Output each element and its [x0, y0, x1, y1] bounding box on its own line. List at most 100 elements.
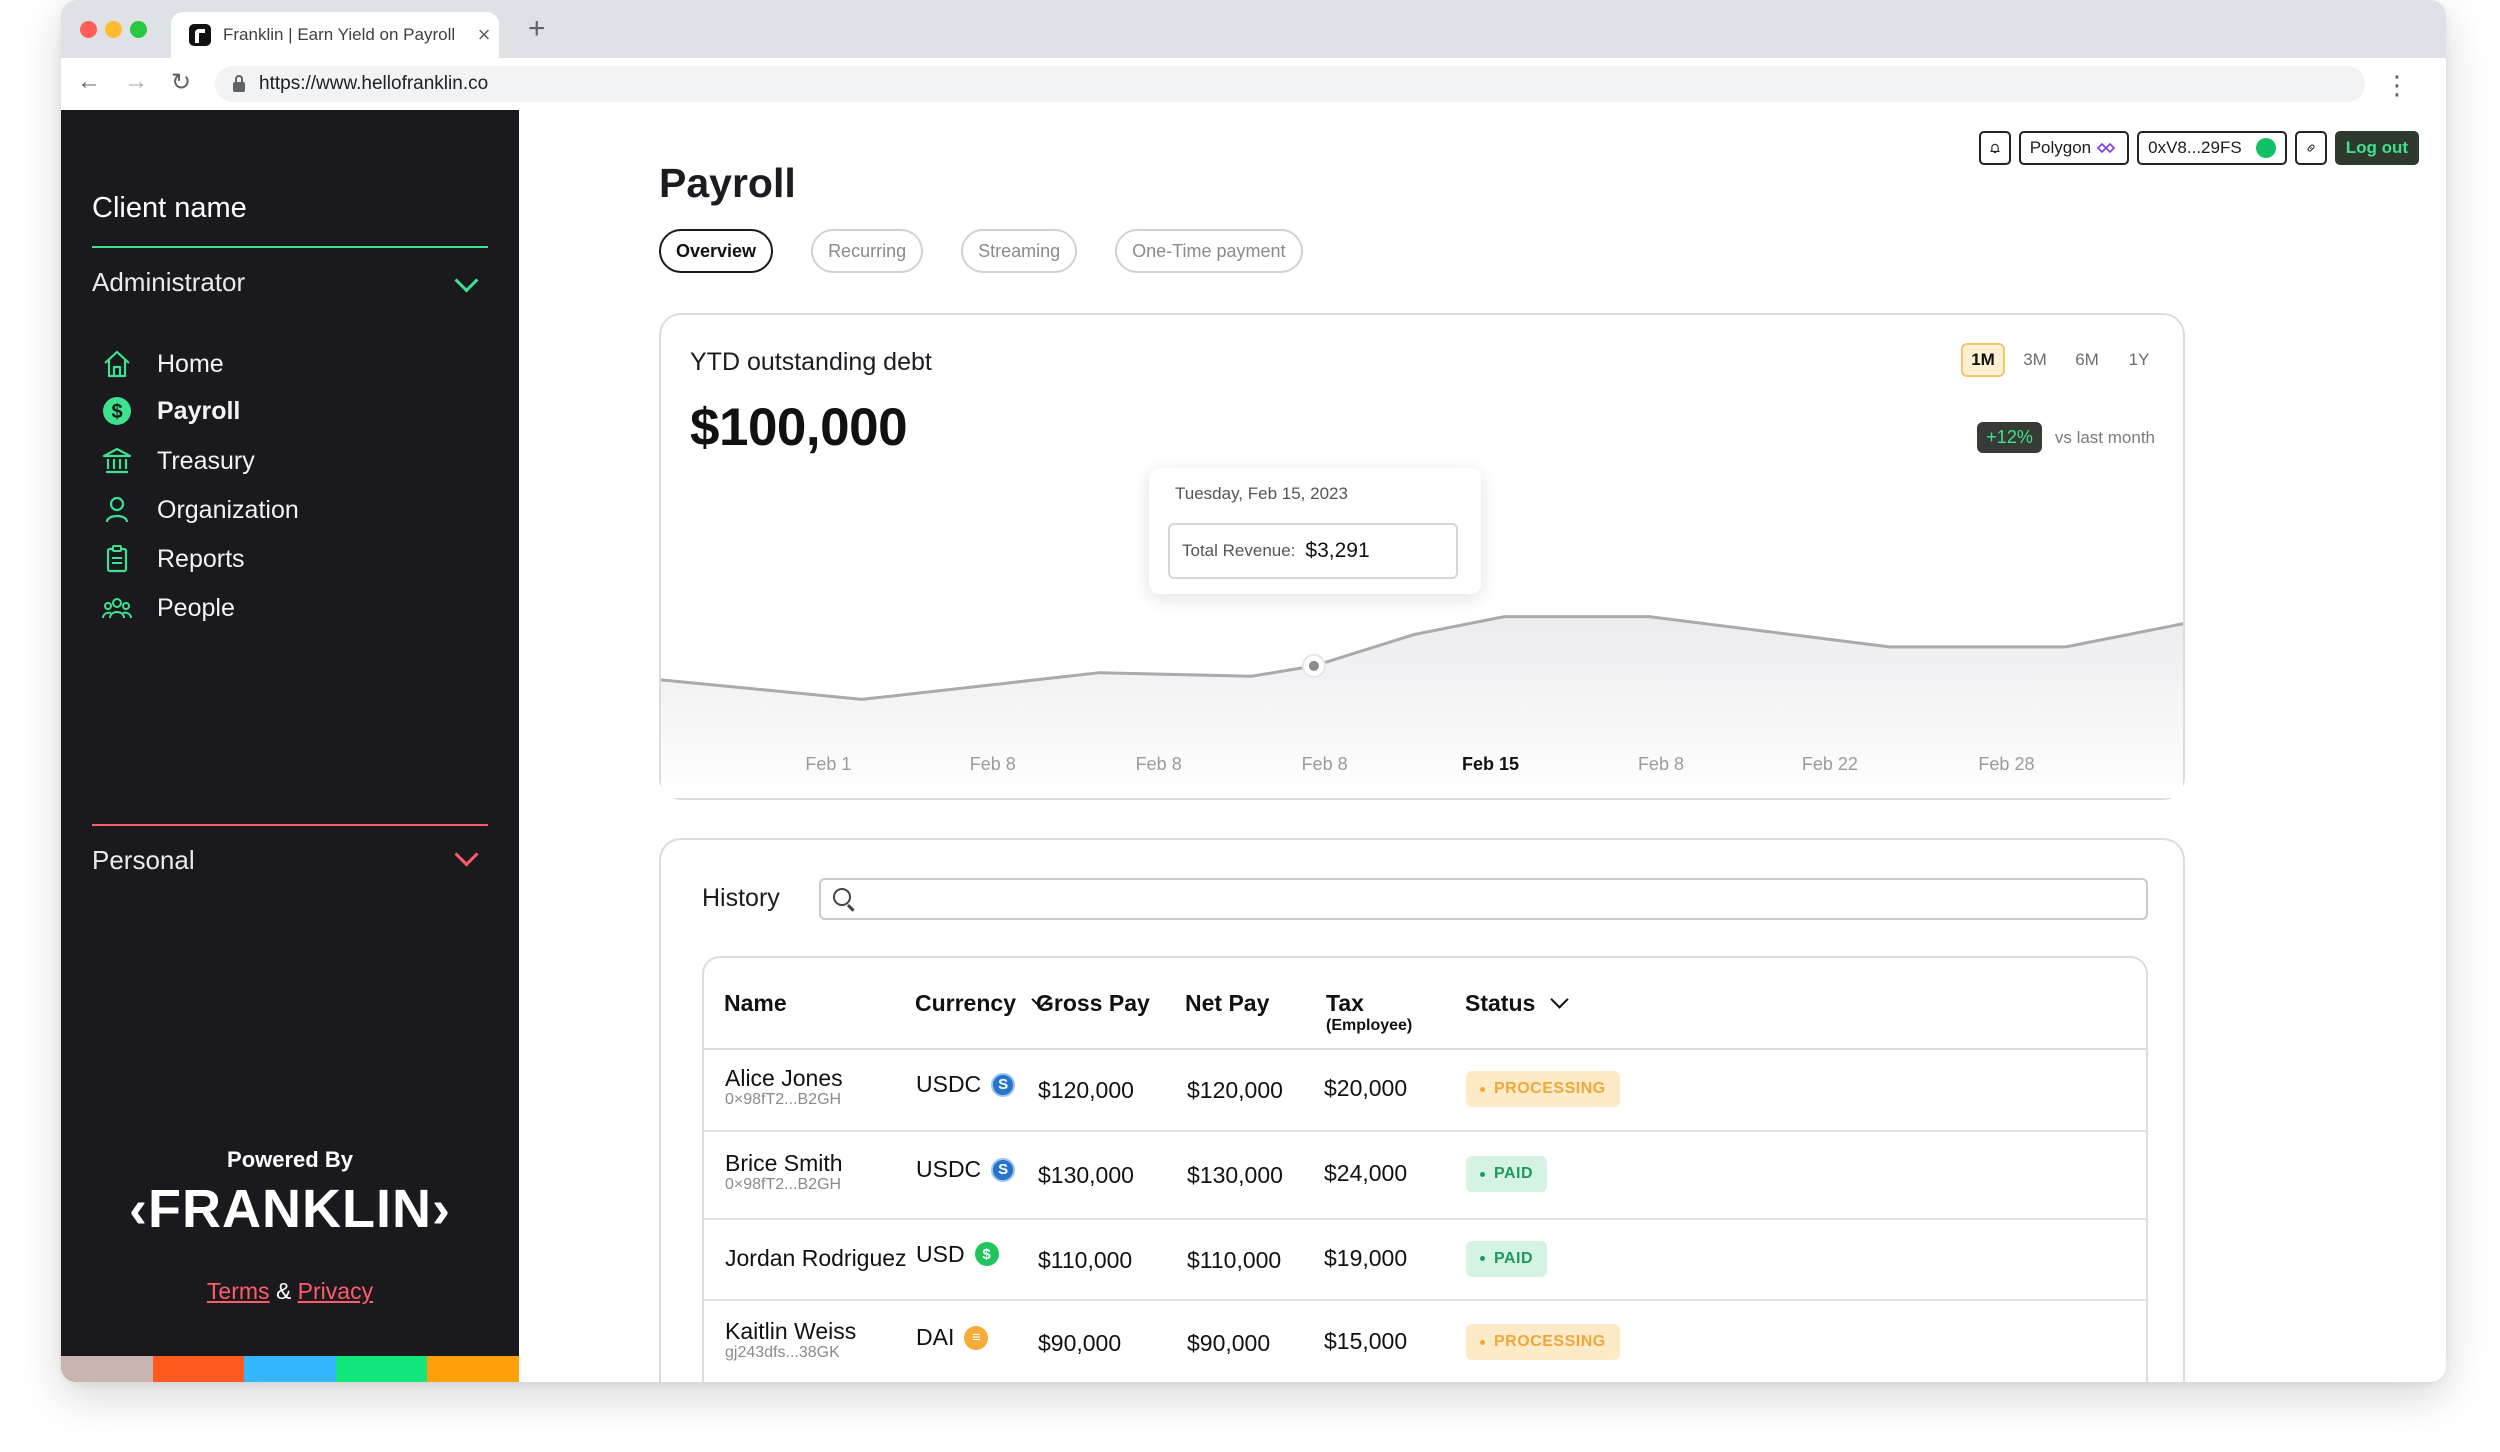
tab-one-time-payment[interactable]: One-Time payment: [1115, 229, 1303, 273]
column-header-net-pay[interactable]: Net Pay: [1185, 990, 1270, 1016]
debt-chart: Feb 1 Feb 8 Feb 8 Feb 8 Feb 15 Feb 8 Feb 22 Feb…: [661, 615, 2183, 798]
browser-toolbar: ← → ↻ https://www.hellofranklin.co ⋮: [61, 58, 2446, 111]
tooltip-label: Total Revenue:: [1182, 541, 1296, 560]
table-row[interactable]: Alice Jones 0×98fT2...B2GH USDC S $120,000 $1…: [704, 1048, 2146, 1132]
employee-name-cell: Kaitlin Weiss gj243dfs...38GK: [725, 1318, 856, 1361]
gross-pay-cell: $90,000: [1038, 1330, 1122, 1356]
divider: [92, 824, 488, 826]
tab-recurring[interactable]: Recurring: [811, 229, 924, 273]
tax-cell: $19,000: [1324, 1244, 1408, 1271]
status-label: PAID: [1494, 1165, 1534, 1182]
logout-button[interactable]: Log out: [2334, 131, 2419, 165]
wallet-status-dot-icon: [2255, 138, 2276, 158]
tax-cell: $20,000: [1324, 1075, 1408, 1101]
back-arrow-icon[interactable]: ←: [77, 68, 101, 95]
status-badge: PAID: [1466, 1156, 1548, 1192]
brand-stripe: [152, 1356, 245, 1382]
column-header-gross-pay[interactable]: Gross Pay: [1036, 990, 1150, 1016]
sidebar-item-people[interactable]: People: [101, 592, 235, 624]
net-pay-cell: $120,000: [1187, 1077, 1283, 1103]
address-bar[interactable]: https://www.hellofranklin.co: [215, 66, 2365, 102]
status-badge: PAID: [1466, 1240, 1548, 1277]
chart-title: YTD outstanding debt: [690, 348, 932, 376]
delta-label: vs last month: [2054, 427, 2155, 447]
chart-point-marker[interactable]: [1308, 660, 1319, 671]
browser-tab[interactable]: Franklin | Earn Yield on Payroll ×: [171, 12, 499, 58]
sidebar-item-organization[interactable]: Organization: [101, 494, 299, 526]
currency-cell: USDC S: [916, 1156, 1016, 1183]
range-1y[interactable]: 1Y: [2128, 350, 2150, 369]
tax-cell: $15,000: [1324, 1328, 1408, 1354]
brand-stripe: [427, 1356, 519, 1382]
minimize-window-button[interactable]: [105, 21, 122, 38]
range-1m[interactable]: 1M: [1961, 343, 2005, 377]
history-card: History Name Currency Gross Pay Net Pay …: [659, 838, 2185, 1382]
column-header-currency[interactable]: Currency: [915, 990, 1050, 1017]
employee-wallet-address: gj243dfs...38GK: [725, 1344, 840, 1361]
currency-label: USDC: [916, 1071, 982, 1097]
powered-by-label: Powered By: [227, 1147, 353, 1172]
address-bar-url: https://www.hellofranklin.co: [259, 73, 489, 94]
brand-stripe: [61, 1356, 153, 1382]
reload-icon[interactable]: ↻: [171, 69, 192, 96]
link-icon: [2307, 144, 2315, 152]
maximize-window-button[interactable]: [130, 21, 147, 38]
table-row[interactable]: Jordan Rodriguez USD $ $110,000 $110,000 $19,…: [704, 1218, 2146, 1301]
range-selector: 1M 3M 6M 1Y: [1961, 343, 2161, 377]
tab-overview[interactable]: Overview: [659, 229, 774, 273]
chevron-down-icon[interactable]: [454, 842, 479, 867]
legal-links: Terms & Privacy: [61, 1278, 519, 1305]
forward-arrow-icon[interactable]: →: [124, 68, 148, 95]
sidebar-item-treasury[interactable]: Treasury: [101, 445, 255, 477]
notifications-button[interactable]: [1978, 131, 2011, 165]
client-name: Client name: [92, 192, 247, 224]
gross-pay-cell: $120,000: [1038, 1077, 1134, 1103]
sidebar-item-home[interactable]: Home: [101, 348, 224, 380]
status-label: PROCESSING: [1494, 1333, 1606, 1350]
employee-name: Jordan Rodriguez: [725, 1244, 907, 1271]
close-window-button[interactable]: [80, 21, 97, 38]
sidebar-item-payroll[interactable]: $ Payroll: [101, 395, 240, 427]
status-label: PROCESSING: [1494, 1080, 1606, 1097]
personal-section-toggle[interactable]: Personal: [92, 845, 195, 875]
terms-link[interactable]: Terms: [206, 1278, 270, 1304]
x-tick-label: Feb 28: [1978, 754, 2034, 774]
brand-stripe: [335, 1356, 428, 1382]
table-row[interactable]: Brice Smith 0×98fT2...B2GH USDC S $130,000 $1…: [704, 1130, 2146, 1220]
tooltip-value-box: Total Revenue: $3,291: [1168, 523, 1458, 579]
chevron-down-icon[interactable]: [454, 268, 479, 293]
gross-pay-cell: $110,000: [1038, 1246, 1133, 1273]
range-3m[interactable]: 3M: [2023, 350, 2047, 369]
tab-streaming[interactable]: Streaming: [961, 229, 1078, 273]
column-header-tax[interactable]: Tax (Employee): [1326, 990, 1413, 1034]
close-tab-icon[interactable]: ×: [477, 22, 491, 47]
history-search-input[interactable]: [819, 878, 2148, 920]
range-6m[interactable]: 6M: [2075, 350, 2099, 369]
tooltip-value: $3,291: [1305, 539, 1370, 562]
home-icon: [101, 348, 133, 380]
chevron-down-icon[interactable]: [1550, 990, 1569, 1009]
network-selector[interactable]: Polygon: [2018, 131, 2130, 165]
debt-chart-card: Feb 1 Feb 8 Feb 8 Feb 8 Feb 15 Feb 8 Feb 22 Feb…: [659, 313, 2185, 800]
chart-tooltip: Tuesday, Feb 15, 2023 Total Revenue: $3,…: [1149, 468, 1481, 594]
new-tab-icon[interactable]: +: [528, 12, 546, 45]
franklin-logo: ‹FRANKLIN›: [61, 1178, 519, 1240]
privacy-link[interactable]: Privacy: [297, 1278, 374, 1304]
x-tick-label: Feb 8: [1638, 754, 1684, 774]
browser-menu-icon[interactable]: ⋮: [2384, 70, 2410, 100]
sidebar-item-label: Payroll: [157, 396, 241, 425]
bell-icon: [1990, 143, 2000, 153]
employee-name-cell: Brice Smith 0×98fT2...B2GH: [725, 1150, 843, 1193]
sidebar-item-reports[interactable]: Reports: [101, 543, 245, 575]
copy-link-button[interactable]: [2294, 131, 2327, 165]
role-selector[interactable]: Administrator: [92, 267, 246, 297]
wallet-address-button[interactable]: 0xV8...29FS: [2137, 131, 2287, 165]
dai-coin-icon: ≡: [964, 1325, 989, 1350]
sidebar-item-label: Treasury: [157, 446, 255, 475]
usd-coin-icon: $: [974, 1242, 999, 1266]
column-header-name[interactable]: Name: [724, 990, 787, 1016]
column-header-status[interactable]: Status: [1465, 990, 1569, 1017]
browser-tab-title: Franklin | Earn Yield on Payroll: [223, 25, 456, 44]
table-row[interactable]: Kaitlin Weiss gj243dfs...38GK DAI ≡ $90,000 $…: [704, 1299, 2146, 1382]
net-pay-cell: $110,000: [1187, 1246, 1282, 1273]
